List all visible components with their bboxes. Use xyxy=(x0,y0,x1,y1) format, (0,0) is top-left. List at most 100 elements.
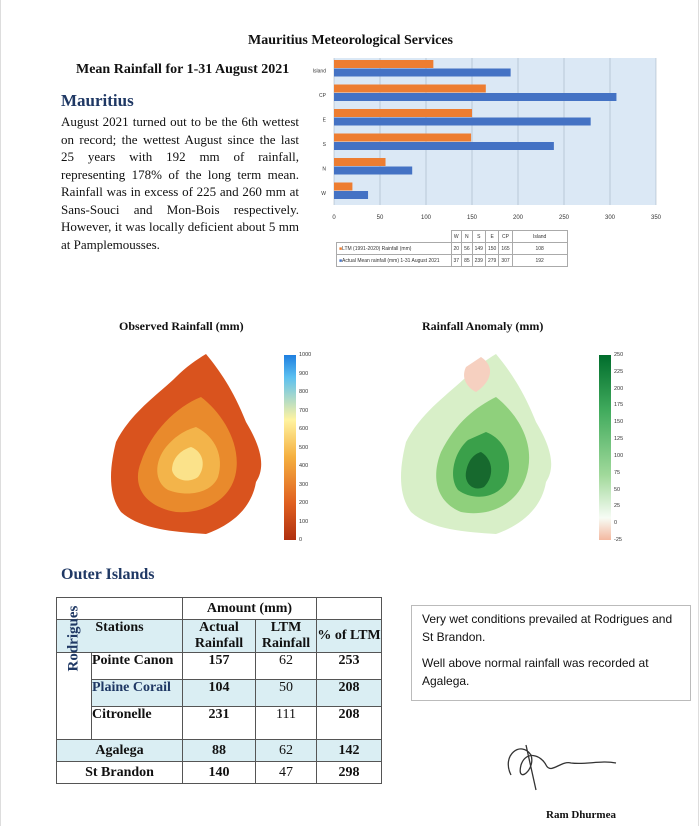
legend-label: 250 xyxy=(614,352,624,358)
signature xyxy=(507,744,617,791)
legend-label: 300 xyxy=(299,481,309,488)
y-category-label: S xyxy=(323,142,327,148)
actual: 231 xyxy=(182,706,256,740)
outer-islands-heading: Outer Islands xyxy=(61,566,155,583)
signatory-name: Ram Dhurmea xyxy=(546,809,616,821)
note: Well above normal rainfall was recorded … xyxy=(422,656,649,688)
col-Island: Island xyxy=(511,230,568,243)
legend-label: 0 xyxy=(614,520,618,527)
table-value: 192 xyxy=(511,254,568,267)
station: St Brandon xyxy=(56,761,183,784)
pct: 208 xyxy=(316,679,382,707)
col-pct: % of LTM xyxy=(316,619,382,653)
legend-label: 1000 xyxy=(299,352,312,358)
table-row: Rodrigues Pointe Canon 157 62 253 xyxy=(56,605,382,740)
col-E: E xyxy=(484,230,500,243)
col-ltm: LTM Rainfall xyxy=(255,619,317,653)
ltm: 62 xyxy=(255,739,317,762)
legend-label: 50 xyxy=(614,486,621,493)
col-S: S xyxy=(471,230,486,243)
bar-ltm-Island xyxy=(334,60,434,68)
legend-label: 900 xyxy=(299,370,309,377)
table-value: 279 xyxy=(484,254,500,267)
actual: 140 xyxy=(182,761,256,784)
col-W: W xyxy=(450,230,463,243)
station: Plaine Corail xyxy=(91,679,183,707)
bulletin-subtitle: Mean Rainfall for 1-31 August 2021 xyxy=(76,62,290,77)
pct: 142 xyxy=(316,739,382,762)
actual: 88 xyxy=(182,739,256,762)
y-category-label: W xyxy=(321,191,326,197)
table-value: 150 xyxy=(484,242,500,255)
mauritius-heading: Mauritius xyxy=(61,91,134,110)
outer-islands-table: Amount (mm) Stations Actual Rainfall LTM R… xyxy=(56,597,382,784)
table-value: 108 xyxy=(511,242,568,255)
table-value: 20 xyxy=(450,242,463,255)
ltm: 111 xyxy=(255,706,317,740)
bar-ltm-N xyxy=(334,158,386,166)
table-value: 85 xyxy=(461,254,473,267)
anomaly-map-title: Rainfall Anomaly (mm) xyxy=(422,319,544,333)
table-row: Citronelle 231 111 208 xyxy=(57,706,382,740)
plot-area xyxy=(334,58,656,205)
anomaly-legend: 250 225 200 175 150 125 100 75 50 25 0 -25 xyxy=(599,352,623,543)
rodrigues-label: Rodrigues xyxy=(65,605,82,672)
organisation-title: Mauritius Meteorological Services xyxy=(247,33,454,48)
station: Pointe Canon xyxy=(91,652,183,680)
actual: 104 xyxy=(182,679,256,707)
observed-rainfall-map xyxy=(111,354,262,534)
bar-actual-E xyxy=(334,117,591,126)
legend-label: 150 xyxy=(614,419,624,426)
bar-actual-CP xyxy=(334,93,617,101)
bar-ltm-E xyxy=(334,109,472,117)
table-value: 37 xyxy=(450,254,463,267)
table-value: 239 xyxy=(471,254,486,267)
bar-ltm-CP xyxy=(334,84,486,93)
station: Citronelle xyxy=(91,706,183,740)
col-N: N xyxy=(461,230,473,243)
y-category-label: N xyxy=(322,166,326,172)
ltm: 47 xyxy=(255,761,317,784)
table-row: Plaine Corail 104 50 208 xyxy=(56,679,382,707)
x-tick-label: 0 xyxy=(332,215,336,221)
x-tick-label: 300 xyxy=(605,215,616,221)
table-value: 307 xyxy=(498,254,513,267)
station: Agalega xyxy=(56,739,183,762)
col-CP: CP xyxy=(498,230,513,243)
pct: 298 xyxy=(316,761,382,784)
legend-label: -25 xyxy=(614,537,622,543)
ltm: 50 xyxy=(255,679,317,707)
legend-label: 800 xyxy=(299,389,309,395)
bar-actual-S xyxy=(334,142,554,150)
table-row: St Brandon 140 47 298 xyxy=(56,761,382,784)
bar-ltm-S xyxy=(334,133,472,142)
table-value: 149 xyxy=(471,242,486,255)
legend-label: 175 xyxy=(614,402,624,409)
bar-ltm-W xyxy=(334,182,353,191)
col-actual: Actual Rainfall xyxy=(182,619,256,653)
legend-label: 100 xyxy=(614,452,624,459)
legend-ltm: LTM (1991-2020) Rainfall (mm) xyxy=(342,245,412,252)
chart-data-table: W N S E CP Island ■LTM (1991-2020) Rainfall (… xyxy=(336,230,568,267)
legend-label: 400 xyxy=(299,463,309,469)
x-tick-label: 200 xyxy=(513,215,524,221)
amount-header: Amount (mm) xyxy=(182,597,317,620)
legend-label: 225 xyxy=(614,368,624,375)
ltm: 62 xyxy=(255,652,317,680)
legend-label: 700 xyxy=(299,407,309,414)
legend-label: 200 xyxy=(299,500,309,506)
bar-actual-Island xyxy=(334,68,511,77)
legend-label: 75 xyxy=(614,469,621,476)
legend-label: 500 xyxy=(299,444,309,451)
legend-label: 125 xyxy=(614,436,624,443)
x-tick-label: 50 xyxy=(377,215,384,221)
legend-label: 25 xyxy=(614,503,621,510)
note: Very wet conditions prevailed at Rodrigu… xyxy=(422,612,673,644)
x-tick-label: 350 xyxy=(651,215,662,221)
x-tick-label: 150 xyxy=(467,215,478,221)
x-tick-label: 250 xyxy=(559,215,570,221)
table-row: Agalega 88 62 142 xyxy=(56,739,382,762)
x-tick-label: 100 xyxy=(421,215,432,221)
pct: 208 xyxy=(316,706,382,740)
